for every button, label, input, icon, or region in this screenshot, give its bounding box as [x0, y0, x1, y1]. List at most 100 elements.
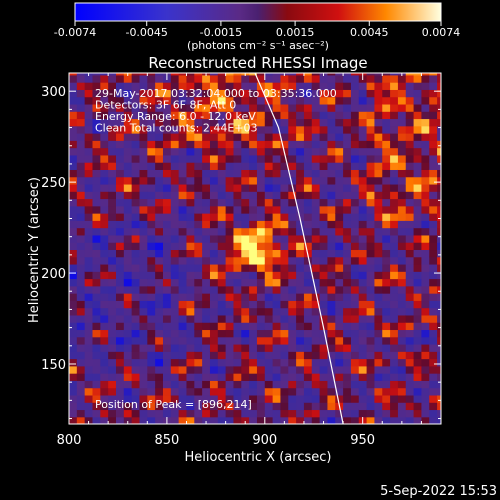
heatmap-cell: [296, 242, 305, 251]
heatmap-cell: [186, 249, 195, 258]
heatmap-cell: [256, 89, 266, 98]
heatmap-cell: [147, 293, 156, 301]
heatmap-cell: [374, 256, 383, 265]
heatmap-cell: [241, 285, 250, 294]
heatmap-cell: [358, 249, 368, 258]
heatmap-cell: [343, 263, 352, 272]
heatmap-cell: [264, 198, 274, 207]
heatmap-cell: [147, 351, 156, 360]
heatmap-cell: [413, 300, 423, 309]
heatmap-cell: [217, 307, 227, 316]
heatmap-cell: [155, 329, 164, 338]
heatmap-cell: [108, 416, 117, 424]
heatmap-cell: [217, 256, 227, 265]
heatmap-cell: [233, 300, 242, 309]
heatmap-cell: [413, 242, 423, 251]
heatmap-cell: [413, 263, 423, 272]
heatmap-cell: [155, 118, 164, 127]
heatmap-cell: [358, 154, 368, 163]
heatmap-cell: [311, 373, 321, 381]
heatmap-cell: [76, 74, 86, 83]
heatmap-cell: [390, 314, 399, 323]
heatmap-cell: [374, 111, 383, 120]
heatmap-cell: [311, 293, 321, 301]
heatmap-cell: [217, 387, 227, 396]
heatmap-cell: [280, 133, 289, 141]
heatmap-cell: [350, 314, 360, 323]
heatmap-cell: [178, 249, 188, 258]
heatmap-cell: [311, 402, 321, 411]
heatmap-cell: [249, 169, 258, 178]
heatmap-cell: [139, 103, 148, 112]
heatmap-cell: [115, 118, 125, 127]
heatmap-cell: [194, 234, 203, 243]
heatmap-cell: [69, 249, 78, 258]
heatmap-cell: [429, 285, 438, 294]
heatmap-cell: [303, 307, 313, 316]
heatmap-cell: [131, 329, 141, 338]
heatmap-cell: [209, 73, 219, 76]
heatmap-cell: [147, 73, 156, 76]
heatmap-cell: [319, 322, 329, 331]
heatmap-cell: [123, 96, 133, 105]
heatmap-cell: [147, 402, 156, 411]
heatmap-cell: [296, 314, 305, 323]
heatmap-cell: [69, 293, 78, 301]
heatmap-cell: [123, 300, 133, 309]
heatmap-cell: [296, 293, 305, 301]
heatmap-cell: [319, 220, 329, 229]
heatmap-cell: [249, 373, 258, 381]
heatmap-cell: [76, 89, 86, 98]
heatmap-cell: [390, 82, 399, 90]
heatmap-cell: [358, 242, 368, 251]
heatmap-cell: [280, 162, 289, 170]
heatmap-cell: [131, 96, 141, 105]
heatmap-cell: [413, 213, 423, 221]
heatmap-cell: [437, 96, 441, 105]
heatmap-cell: [209, 140, 219, 149]
heatmap-cell: [131, 73, 141, 76]
heatmap-cell: [162, 314, 172, 323]
heatmap-cell: [296, 147, 305, 156]
heatmap-cell: [296, 183, 305, 192]
heatmap-cell: [390, 293, 399, 301]
heatmap-cell: [382, 329, 391, 338]
heatmap-cell: [382, 176, 391, 185]
heatmap-cell: [288, 314, 297, 323]
heatmap-cell: [84, 300, 94, 309]
heatmap-cell: [296, 103, 305, 112]
heatmap-cell: [280, 205, 289, 214]
heatmap-cell: [123, 278, 133, 287]
heatmap-cell: [405, 300, 415, 309]
heatmap-cell: [178, 387, 188, 396]
heatmap-cell: [194, 263, 203, 272]
heatmap-cell: [335, 394, 344, 403]
heatmap-cell: [413, 358, 423, 367]
heatmap-cell: [84, 373, 94, 381]
heatmap-cell: [358, 183, 368, 192]
heatmap-cell: [280, 198, 289, 207]
heatmap-cell: [131, 183, 141, 192]
heatmap-cell: [437, 111, 441, 120]
heatmap-cell: [202, 365, 211, 374]
heatmap-cell: [256, 314, 266, 323]
heatmap-cell: [413, 96, 423, 105]
heatmap-cell: [186, 336, 195, 345]
heatmap-cell: [139, 147, 148, 156]
heatmap-cell: [186, 314, 195, 323]
heatmap-cell: [100, 271, 109, 280]
heatmap-cell: [202, 358, 211, 367]
heatmap-cell: [123, 220, 133, 229]
heatmap-cell: [241, 133, 250, 141]
heatmap-cell: [115, 220, 125, 229]
heatmap-cell: [202, 373, 211, 381]
heatmap-cell: [429, 140, 438, 149]
heatmap-cell: [194, 125, 203, 134]
heatmap-cell: [437, 373, 441, 381]
heatmap-cell: [327, 416, 336, 424]
heatmap-cell: [272, 387, 282, 396]
heatmap-cell: [209, 82, 219, 90]
heatmap-cell: [123, 394, 133, 403]
heatmap-cell: [374, 373, 383, 381]
heatmap-cell: [186, 176, 195, 185]
